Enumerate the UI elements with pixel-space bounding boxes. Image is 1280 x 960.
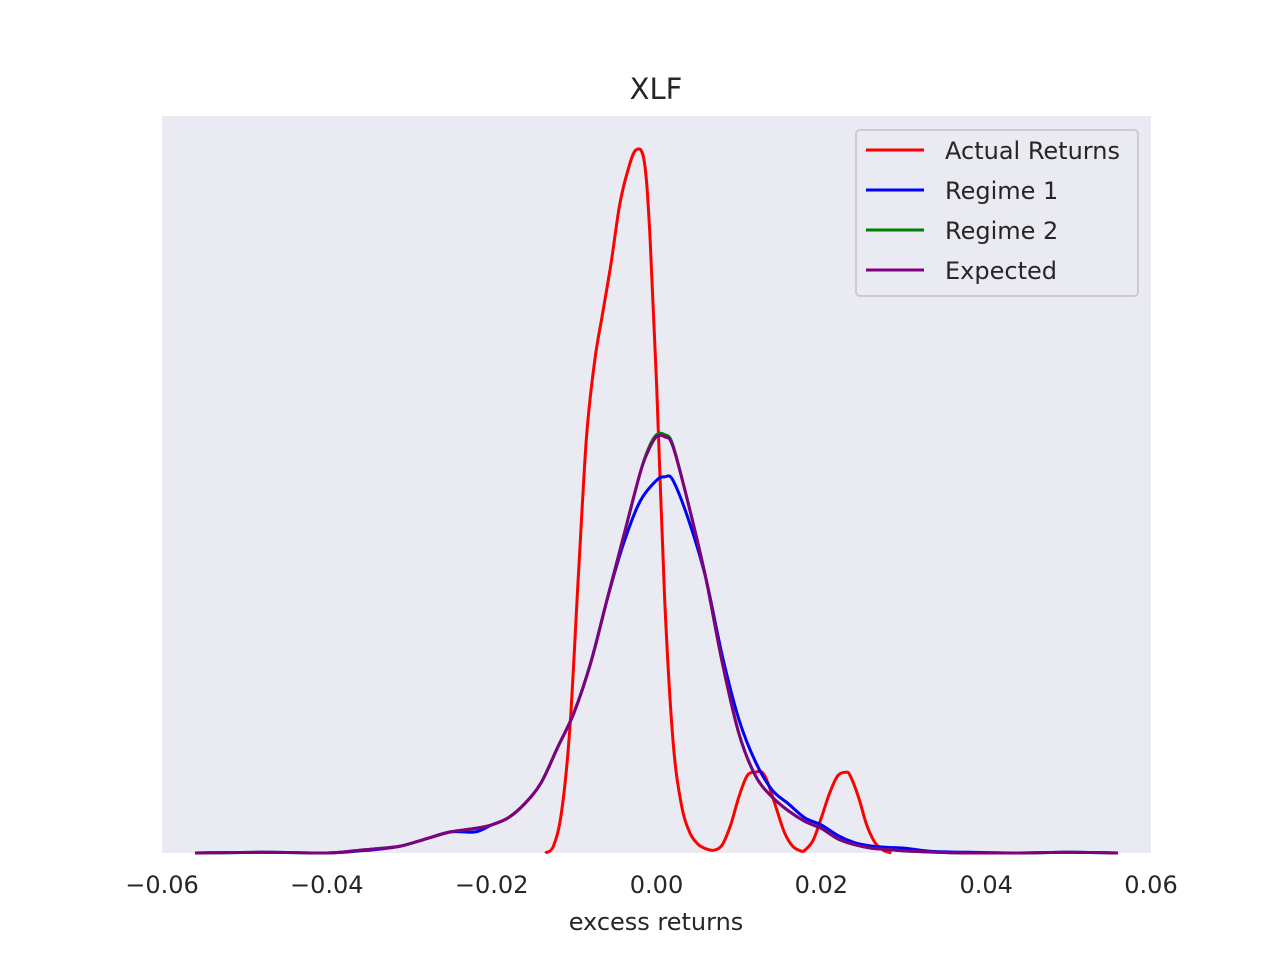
- legend-box: [855, 129, 1139, 297]
- x-tick-label: −0.02: [455, 871, 529, 899]
- series-layer: [194, 147, 1119, 855]
- x-tick-label: −0.04: [290, 871, 364, 899]
- series-line-actual-returns: [544, 147, 892, 855]
- series-line-expected: [194, 433, 1119, 855]
- x-tick-labels: −0.06 −0.04 −0.02 0.00 0.02 0.04 0.06: [125, 871, 1177, 899]
- x-axis-title: excess returns: [569, 908, 744, 936]
- legend: Actual Returns Regime 1 Regime 2 Expected: [855, 129, 1139, 297]
- x-tick-label: 0.04: [959, 871, 1012, 899]
- legend-label-regime-2: Regime 2: [945, 217, 1058, 245]
- x-tick-label: −0.06: [125, 871, 199, 899]
- chart-title: XLF: [630, 72, 683, 106]
- x-tick-label: 0.02: [795, 871, 848, 899]
- x-tick-label: 0.06: [1124, 871, 1177, 899]
- legend-label-regime-1: Regime 1: [945, 177, 1058, 205]
- legend-label-expected: Expected: [945, 257, 1057, 285]
- x-tick-label: 0.00: [630, 871, 683, 899]
- legend-label-actual-returns: Actual Returns: [945, 137, 1120, 165]
